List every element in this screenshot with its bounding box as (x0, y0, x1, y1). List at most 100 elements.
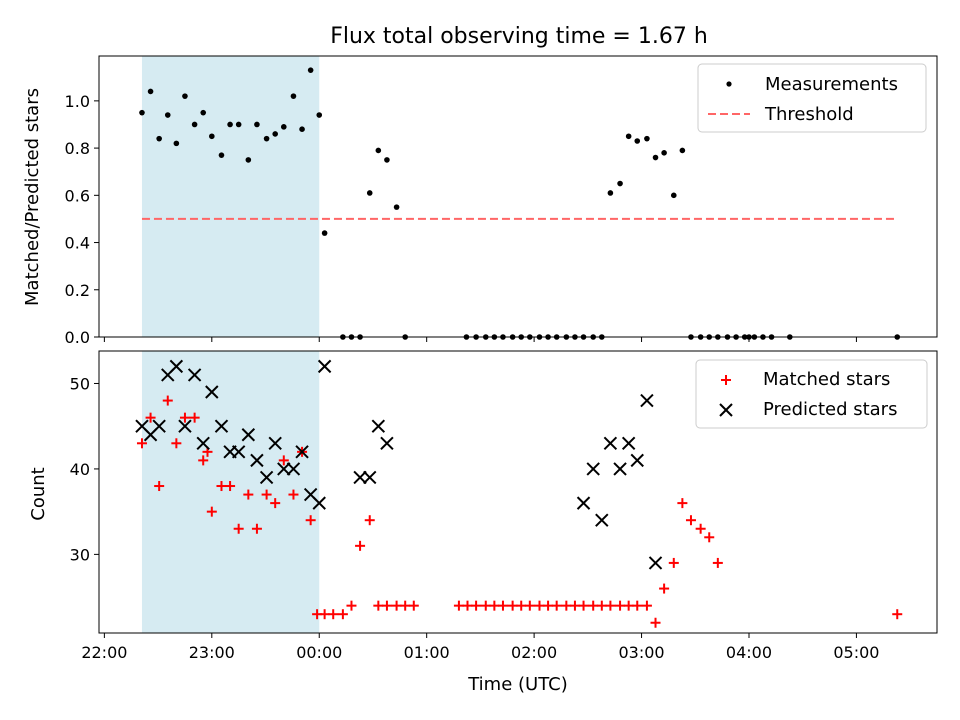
measurements-point (652, 154, 659, 161)
predicted-stars-point (169, 359, 184, 374)
matched-stars-point (319, 609, 330, 620)
matched-stars-point (659, 583, 670, 594)
legend-matched-marker (721, 375, 731, 385)
matched-stars-point (328, 609, 339, 620)
matched-stars-point (524, 600, 535, 611)
matched-stars-point (507, 600, 518, 611)
measurements-point (661, 150, 667, 156)
matched-stars-point (206, 506, 217, 517)
matched-stars-point (251, 523, 262, 534)
measurements-point (254, 121, 260, 128)
predicted-stars-point (268, 436, 282, 450)
count-xtick-label: 03:00 (618, 643, 664, 662)
predicted-stars-point (603, 436, 618, 450)
ratio-panel-legend: Measurements Threshold (697, 63, 927, 133)
matched-stars-point (480, 600, 491, 611)
matched-stars-point (588, 600, 599, 611)
measurements-point (625, 133, 632, 140)
predicted-stars-point (630, 453, 644, 468)
count-xtick-label: 04:00 (726, 643, 772, 662)
matched-stars-point (179, 412, 190, 423)
matched-stars-point (198, 455, 209, 466)
matched-stars-point (225, 481, 236, 492)
predicted-stars-point (196, 436, 210, 450)
measurements-point (245, 157, 252, 163)
ratio-ytick-label: 0.4 (65, 234, 90, 253)
predicted-stars-point (250, 453, 264, 468)
count-xtick-label: 02:00 (511, 643, 557, 662)
predicted-stars-point (277, 462, 291, 476)
measurements-point (227, 121, 233, 128)
count-panel-ylabel: Count (28, 467, 49, 520)
ratio-panel: 0.0 0.2 0.4 0.6 0.8 1.0 Matched/Predicted sta… (22, 55, 938, 347)
matched-stars-point (408, 600, 419, 611)
matched-stars-point (391, 600, 402, 611)
matched-stars-point (489, 600, 500, 611)
predicted-stars-point (231, 445, 246, 459)
matched-stars-point (305, 515, 316, 526)
count-panel-shaded-span (141, 351, 320, 633)
ratio-ytick-label: 0.6 (65, 186, 90, 205)
ratio-panel-shaded-span (141, 56, 320, 337)
matched-stars-point (569, 600, 580, 611)
matched-stars-point (650, 617, 661, 628)
count-xtick-label: 22:00 (81, 643, 127, 662)
legend-matched-label: Matched stars (763, 369, 890, 390)
measurements-point (607, 190, 614, 196)
predicted-stars-point (586, 462, 600, 476)
matched-stars-point (615, 600, 626, 611)
predicted-stars-point (205, 385, 219, 399)
measurements-point (634, 138, 641, 144)
matched-stars-point (534, 600, 545, 611)
predicted-stars-point (295, 445, 309, 459)
ratio-ytick-label: 1.0 (65, 92, 90, 111)
measurements-point (316, 112, 323, 118)
matched-stars-point (346, 600, 357, 611)
matched-stars-point (605, 600, 616, 611)
measurements-point (200, 109, 207, 116)
predicted-stars-point (363, 470, 377, 485)
measurements-point (321, 230, 328, 236)
predicted-stars-point (152, 419, 166, 433)
matched-stars-point (712, 557, 723, 568)
matched-stars-point (596, 600, 607, 611)
matched-stars-point (337, 609, 348, 620)
matched-stars-point (641, 600, 652, 611)
matched-stars-point (892, 609, 903, 620)
matched-stars-point (243, 489, 254, 500)
matched-stars-point (216, 481, 227, 492)
measurements-point (393, 204, 400, 210)
predicted-stars-point (259, 470, 274, 485)
matched-stars-point (162, 395, 173, 406)
matched-stars-point (381, 600, 392, 611)
ratio-panel-ylabel: Matched/Predicted stars (22, 88, 43, 306)
matched-stars-point (154, 481, 165, 492)
matched-stars-point (233, 523, 244, 534)
matched-stars-point (471, 600, 482, 611)
matched-stars-point (623, 600, 634, 611)
measurements-point (235, 121, 242, 128)
measurements-point (147, 88, 154, 95)
matched-stars-point (497, 600, 508, 611)
count-xtick-label: 23:00 (189, 643, 235, 662)
predicted-stars-point (576, 496, 591, 510)
matched-stars-point (668, 557, 679, 568)
measurements-point (272, 131, 278, 137)
legend-threshold-label: Threshold (764, 104, 854, 125)
count-panel-frame (98, 350, 938, 634)
count-ytick-label: 40 (70, 460, 90, 479)
legend-predicted-marker (719, 403, 733, 417)
predicted-stars-point (187, 368, 202, 382)
matched-stars-point (400, 600, 411, 611)
matched-stars-point (355, 540, 366, 551)
measurements-point (617, 180, 623, 187)
measurements-point (644, 135, 650, 142)
measurements-point (209, 133, 215, 140)
count-xtick-label: 00:00 (296, 643, 342, 662)
predicted-stars-point (621, 436, 636, 450)
measurements-point (375, 147, 382, 154)
measurements-point (366, 190, 373, 196)
matched-stars-point (677, 498, 688, 509)
measurements-point (191, 121, 198, 128)
